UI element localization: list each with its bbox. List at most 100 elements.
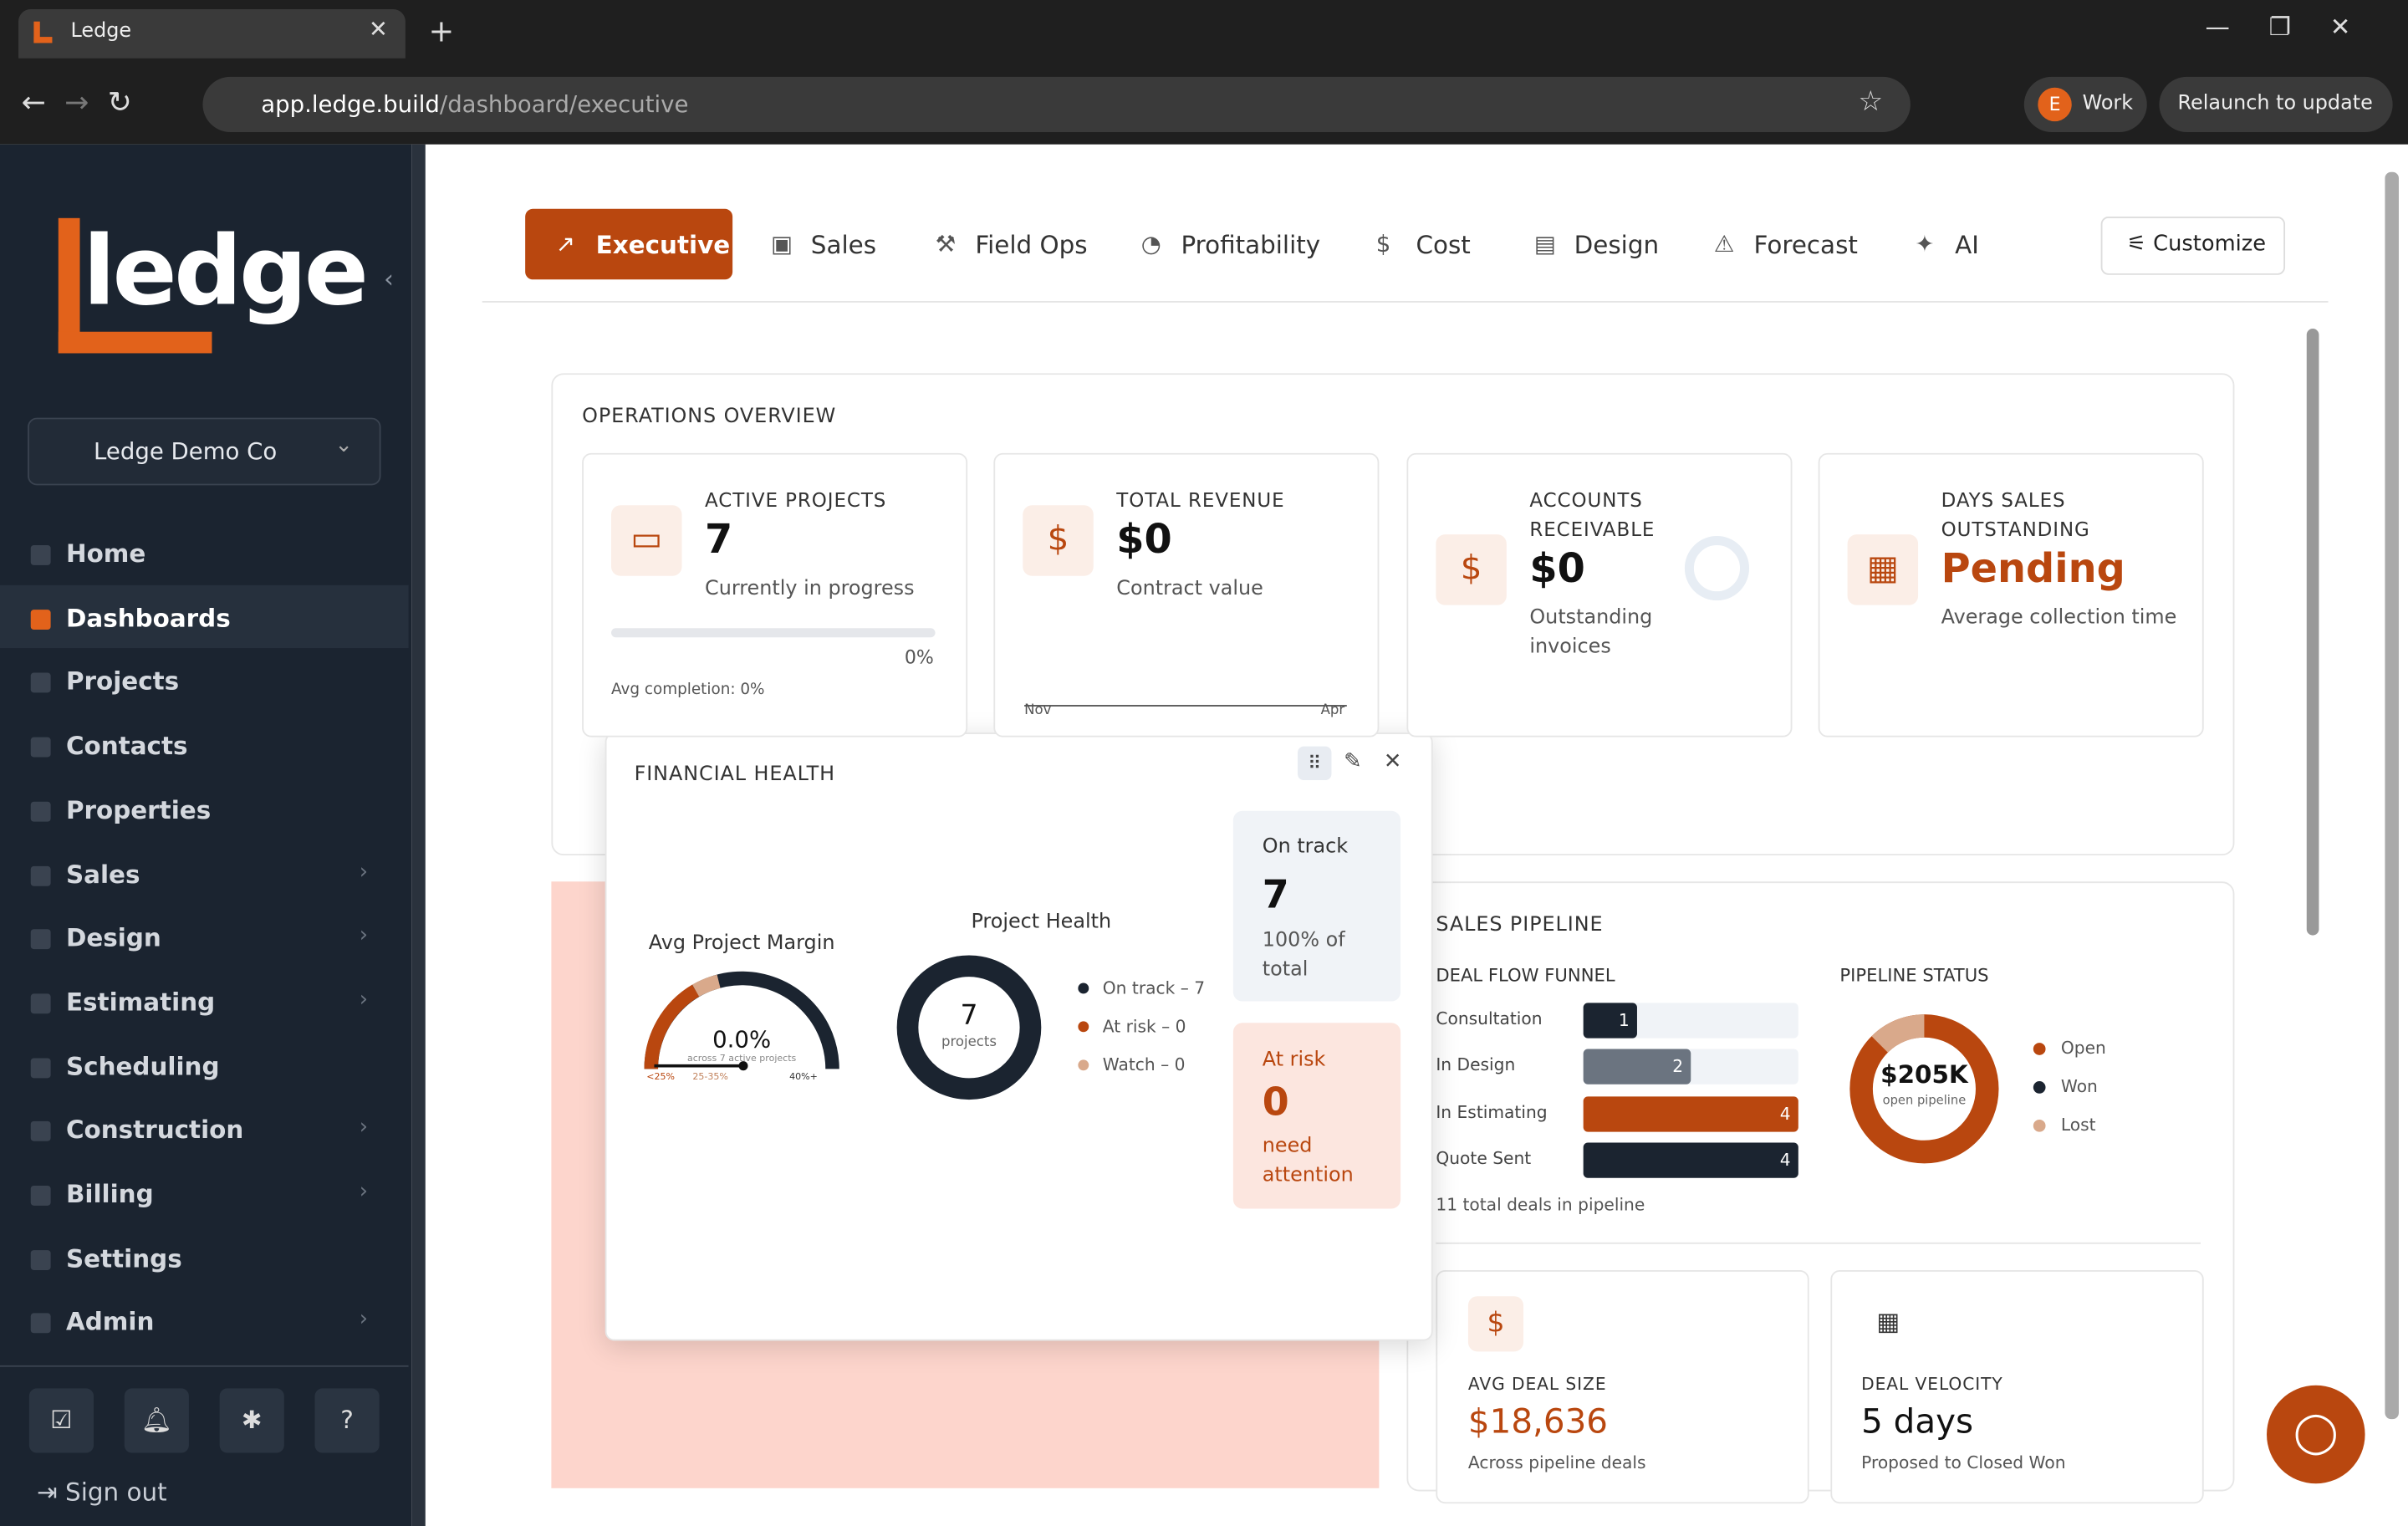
- nav-active-bg: [0, 584, 409, 649]
- bookmark[interactable]: ☆: [1858, 85, 1884, 119]
- relaunch-button[interactable]: [2159, 76, 2393, 132]
- tab[interactable]: Design: [1574, 230, 1660, 260]
- legend-dot: [2033, 1119, 2046, 1132]
- browser-tab[interactable]: [18, 9, 406, 59]
- gauge-label: <25%: [646, 1072, 676, 1083]
- address-bar[interactable]: [202, 76, 1911, 132]
- margin-note: across 7 active projects: [686, 1054, 797, 1064]
- gauge-label: 25-35%: [692, 1072, 728, 1083]
- nav-item[interactable]: Scheduling: [30, 1051, 384, 1082]
- nav-buttons[interactable]: ← → ↻: [21, 85, 132, 120]
- profile-avatar: E: [2038, 87, 2072, 122]
- tab[interactable]: Profitability: [1181, 230, 1321, 260]
- tab[interactable]: AI: [1955, 230, 1979, 260]
- tab[interactable]: Field Ops: [975, 230, 1088, 260]
- kpi-value: $0: [1116, 517, 1172, 564]
- new-tab[interactable]: +: [428, 12, 455, 49]
- funnel-stage: Quote Sent: [1436, 1148, 1532, 1169]
- legend-dot: [1078, 1059, 1089, 1071]
- tab-active[interactable]: [525, 208, 733, 280]
- icon: $: [1023, 505, 1094, 576]
- sidebar-button[interactable]: 🔔︎: [124, 1388, 189, 1453]
- tab-icon: ✦: [1915, 230, 1935, 258]
- customize-button[interactable]: [2100, 216, 2286, 275]
- funnel-note: 11 total deals in pipeline: [1436, 1194, 1645, 1215]
- tab-icon: $: [1375, 230, 1391, 258]
- avg-deal-sub: Across pipeline deals: [1467, 1452, 1646, 1473]
- divider: [0, 1365, 409, 1367]
- nav-item[interactable]: Dashboards: [30, 603, 384, 634]
- funnel-count: 4: [1779, 1103, 1791, 1124]
- nav-item[interactable]: Sales: [30, 860, 384, 891]
- nav-item[interactable]: Admin: [30, 1308, 384, 1339]
- funnel-count: 2: [1672, 1057, 1684, 1078]
- health-unit: projects: [941, 1034, 997, 1051]
- nav-label: Settings: [65, 1243, 182, 1273]
- kpi-label: ACTIVE PROJECTS: [705, 488, 887, 512]
- company-select[interactable]: [28, 417, 381, 486]
- url-path: /dashboard/executive: [439, 90, 689, 119]
- legend-dot: [2033, 1043, 2046, 1055]
- relaunch-text: Relaunch to update: [2177, 92, 2373, 115]
- sign-out-text: Sign out: [65, 1477, 167, 1507]
- kpi-value: $0: [1529, 546, 1585, 593]
- logo-mark: [58, 217, 80, 354]
- kpi-sub: Average collection time: [1941, 606, 2177, 630]
- panel-title: OPERATIONS OVERVIEW: [582, 405, 837, 429]
- nav-item[interactable]: Billing: [30, 1180, 384, 1211]
- tile-value: 7: [1262, 872, 1289, 917]
- legend-item: Watch – 0: [1102, 1054, 1186, 1075]
- nav-item[interactable]: Projects: [30, 666, 384, 698]
- nav-item[interactable]: Properties: [30, 795, 384, 826]
- nav-item[interactable]: Contacts: [30, 731, 384, 762]
- edit-button[interactable]: ✎: [1344, 749, 1362, 774]
- progress-label: 0%: [904, 646, 934, 668]
- window-controls[interactable]: — ❐ ✕: [2205, 12, 2351, 42]
- icon: ▦: [1847, 534, 1919, 605]
- kpi-value: Pending: [1941, 546, 2125, 593]
- status-value: $205K: [1880, 1059, 1968, 1090]
- on-track-tile: [1232, 810, 1401, 1002]
- customize-text: ⚟ Customize: [2126, 232, 2267, 257]
- health-title: Project Health: [971, 911, 1112, 934]
- tab-icon: ▤: [1533, 230, 1556, 258]
- nav-item[interactable]: Design: [30, 923, 384, 954]
- tab[interactable]: Executive: [595, 230, 731, 260]
- progress-track: [611, 628, 936, 638]
- sidebar-button[interactable]: ?: [314, 1388, 380, 1453]
- funnel-bar: [1583, 1003, 1637, 1039]
- nav-item[interactable]: Construction: [30, 1115, 384, 1146]
- tab[interactable]: Forecast: [1753, 230, 1858, 260]
- panel-title: SALES PIPELINE: [1436, 913, 1604, 937]
- margin-title: Avg Project Margin: [648, 931, 835, 956]
- legend-item: At risk – 0: [1102, 1016, 1186, 1037]
- tile-sub: need attention: [1262, 1135, 1354, 1187]
- tab-title: Ledge: [70, 19, 132, 43]
- nav-label: Dashboards: [65, 603, 231, 633]
- gauge-label: 40%+: [789, 1072, 818, 1083]
- drag-handle[interactable]: ⠿: [1298, 746, 1332, 781]
- chat-button[interactable]: ◯: [2267, 1385, 2365, 1484]
- tab[interactable]: Cost: [1416, 230, 1471, 260]
- sign-out[interactable]: ⇥ Sign out: [37, 1477, 167, 1507]
- funnel-count: 1: [1618, 1010, 1630, 1031]
- sidebar-button[interactable]: ☑: [28, 1388, 94, 1453]
- funnel-bar: [1583, 1049, 1691, 1085]
- margin-value: 0.0%: [712, 1025, 772, 1054]
- nav-label: Projects: [65, 666, 180, 697]
- close-button[interactable]: ✕: [1383, 749, 1402, 774]
- legend-item: Won: [2060, 1076, 2098, 1097]
- nav-item[interactable]: Home: [30, 539, 384, 570]
- nav-item[interactable]: Settings: [30, 1243, 384, 1274]
- tab[interactable]: Sales: [810, 230, 877, 260]
- collapse[interactable]: ‹: [384, 263, 394, 293]
- legend-dot: [2033, 1081, 2046, 1094]
- sidebar-button[interactable]: ✱: [219, 1388, 284, 1453]
- chevron: ⌄: [334, 432, 353, 458]
- close-tab[interactable]: ✕: [368, 15, 388, 43]
- funnel-bar: [1583, 1095, 1798, 1131]
- nav-item[interactable]: Estimating: [30, 988, 384, 1018]
- tile-value: 0: [1262, 1079, 1289, 1125]
- axis-label: Nov: [1024, 703, 1052, 719]
